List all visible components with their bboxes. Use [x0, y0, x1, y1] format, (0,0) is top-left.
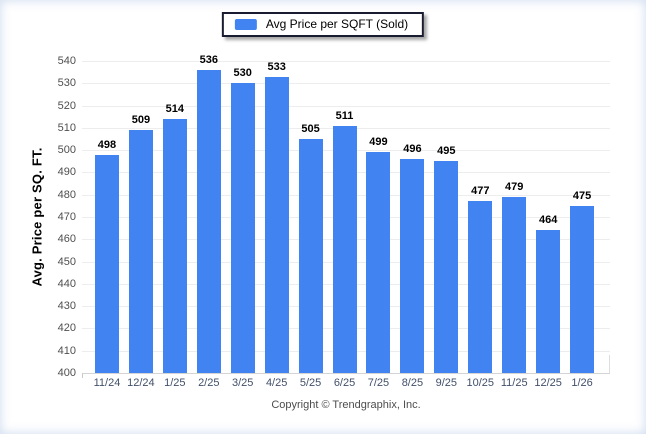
- bar-slot: 514: [158, 61, 192, 373]
- bar: [570, 205, 595, 373]
- gridline: [82, 105, 610, 107]
- x-tick-label: 3/25: [232, 377, 254, 389]
- y-tick-label: 480: [57, 188, 76, 201]
- bar: [468, 201, 493, 373]
- bar: [366, 152, 391, 373]
- bar-value-label: 530: [233, 67, 252, 80]
- bar-slot: 530: [226, 61, 260, 373]
- x-tick-label: 11/24: [93, 377, 121, 389]
- x-tick-label: 8/25: [401, 377, 424, 389]
- bar-slot: 536: [192, 54, 226, 373]
- bar: [332, 125, 357, 373]
- bar-slot: 475: [565, 61, 599, 373]
- y-tick-label: 410: [57, 344, 76, 357]
- bar-value-label: 464: [538, 214, 558, 227]
- legend-label: Avg Price per SQFT (Sold): [265, 17, 409, 31]
- bar-slot: 495: [429, 61, 463, 373]
- bar: [502, 196, 527, 373]
- bar: [400, 159, 425, 373]
- bar-slot: 479: [497, 61, 531, 373]
- legend: Avg Price per SQFT (Sold): [221, 12, 425, 37]
- x-tick-label: 9/25: [435, 377, 458, 389]
- bar: [94, 154, 119, 373]
- bar: [264, 76, 289, 373]
- bar-series: 498 509 514 536 530 533 505 511 499 496 495 477 479 4…: [90, 54, 599, 373]
- bar: [128, 130, 153, 373]
- gridline: [82, 61, 610, 62]
- bar-slot: 464: [531, 61, 565, 373]
- bar-value-label: 511: [335, 109, 354, 122]
- y-tick-label: 450: [57, 255, 76, 268]
- bar-value-label: 509: [131, 114, 151, 127]
- y-tick-label: 420: [57, 322, 76, 335]
- bar-value-label: 475: [572, 189, 592, 202]
- y-tick-label: 500: [57, 144, 76, 157]
- bar-value-label: 499: [369, 136, 388, 149]
- bar-value-label: 505: [301, 123, 320, 135]
- y-tick-label: 440: [57, 277, 76, 290]
- bar-slot: 509: [124, 61, 158, 373]
- y-tick-label: 520: [57, 99, 76, 112]
- bar-value-label: 495: [437, 145, 456, 158]
- bar-value-label: 498: [97, 138, 117, 151]
- y-tick-label: 540: [57, 55, 76, 67]
- bar-slot: 511: [328, 61, 362, 373]
- x-tick-label: 6/25: [333, 377, 356, 389]
- bar: [298, 139, 323, 373]
- y-tick-label: 470: [57, 211, 76, 223]
- bar-value-label: 514: [165, 102, 185, 115]
- x-tick-label: 1/25: [164, 377, 186, 389]
- x-tick-label: 2/25: [198, 377, 220, 389]
- bar: [434, 161, 459, 373]
- x-tick-label: 7/25: [367, 377, 390, 389]
- bar-value-label: 496: [403, 143, 422, 156]
- x-tick-label: 12/24: [127, 377, 155, 389]
- x-tick-label: 5/25: [299, 377, 322, 389]
- y-tick-label: 460: [57, 233, 76, 246]
- y-tick-label: 530: [57, 77, 76, 90]
- x-tick-label: 4/25: [265, 377, 288, 389]
- x-tick-label: 12/25: [534, 377, 562, 389]
- bar-slot: 496: [395, 61, 429, 373]
- bar-slot: 505: [294, 61, 328, 373]
- bar-value-label: 536: [199, 53, 218, 66]
- bar: [162, 118, 187, 373]
- bar-value-label: 533: [267, 60, 286, 73]
- copyright-text: Copyright © Trendgraphix, Inc.: [271, 399, 421, 411]
- bar: [536, 230, 561, 373]
- bar: [196, 69, 221, 373]
- bar-slot: 477: [463, 61, 497, 373]
- plot-area: 498 509 514 536 530 533 505 511 499 496 495 477 479 4…: [82, 54, 610, 378]
- x-tick-label: 1/26: [571, 377, 593, 389]
- x-axis-labels: 11/24 12/24 1/25 2/25 3/25 4/25 5/25 6/25 7/25 8/…: [90, 377, 599, 389]
- bar-value-label: 479: [505, 180, 524, 193]
- y-tick-label: 510: [57, 121, 76, 134]
- x-tick-label: 10/25: [466, 377, 495, 389]
- y-tick-label: 400: [57, 367, 76, 379]
- bar-slot: 533: [260, 61, 294, 373]
- legend-swatch: [234, 18, 257, 30]
- y-tick-label: 430: [57, 300, 76, 313]
- axis-tick-right: [609, 355, 610, 373]
- bar-value-label: 477: [471, 185, 490, 198]
- axis-tick-left: [82, 373, 83, 378]
- x-tick-label: 11/25: [500, 377, 528, 389]
- bar-slot: 498: [90, 61, 124, 373]
- gridline: [82, 83, 610, 85]
- bar-slot: 499: [362, 61, 396, 373]
- y-tick-label: 490: [57, 166, 76, 179]
- bar: [230, 83, 255, 373]
